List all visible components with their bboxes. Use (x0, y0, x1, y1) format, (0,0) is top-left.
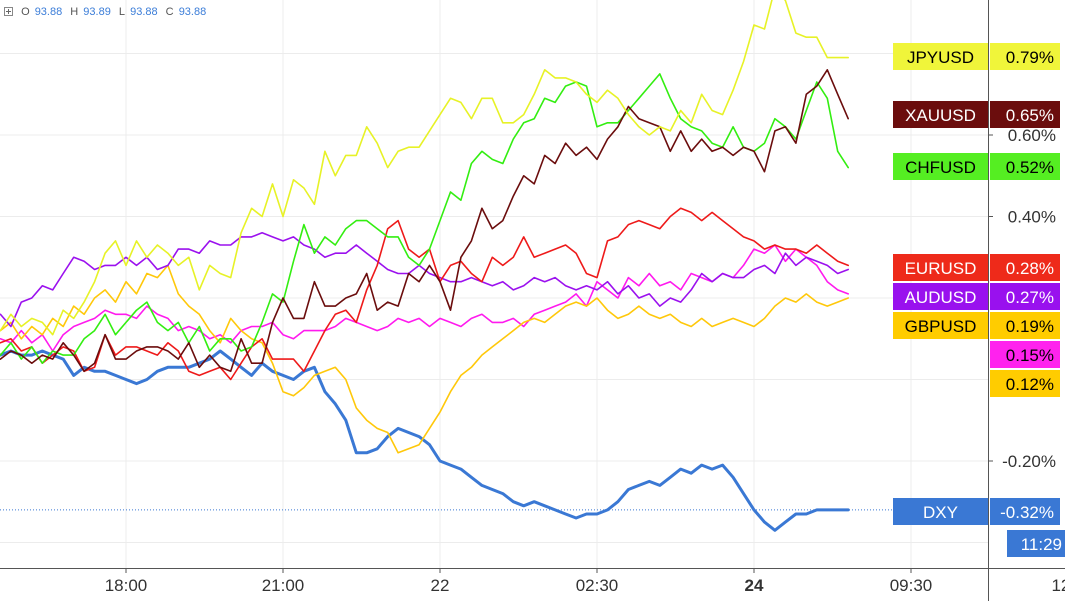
series-line-xauusd (0, 69, 850, 373)
ohlc-high-label: H (70, 6, 79, 18)
ohlc-close-label: C (165, 6, 174, 18)
ohlc-open-label: O (21, 6, 30, 18)
x-tick-label: 21:00 (262, 576, 305, 595)
series-name-label: EURUSD (905, 259, 977, 278)
series-value-badge (990, 341, 1060, 368)
series-value-label: 0.79% (1006, 48, 1054, 67)
series-name-badge (893, 43, 988, 70)
series-value-badge (990, 283, 1060, 310)
series-value-label: 0.15% (1006, 346, 1054, 365)
series-value-badge (990, 43, 1060, 70)
series-name-label: DXY (923, 503, 958, 522)
series-name-badge (893, 312, 988, 339)
series-value-badge (990, 498, 1060, 525)
series-value-label: -0.32% (1000, 503, 1054, 522)
series-value-label: 0.27% (1006, 288, 1054, 307)
series-name-badge (893, 498, 988, 525)
series-name-badge (893, 254, 988, 281)
x-tick-label: 24 (745, 576, 764, 595)
series-name-label: GBPUSD (905, 317, 977, 336)
expand-icon[interactable] (4, 7, 13, 16)
series-name-label: XAUUSD (905, 106, 976, 125)
x-tick-label: 09:30 (890, 576, 933, 595)
series-name-badge (893, 101, 988, 128)
series-line-dxy (0, 349, 850, 532)
series-value-badge (990, 254, 1060, 281)
series-line-jpyusd (0, 0, 850, 336)
series-value-label: 0.12% (1006, 375, 1054, 394)
y-tick-label: 0.60% (1008, 126, 1056, 145)
ohlc-low-label: L (118, 6, 126, 18)
series-value-badge (990, 153, 1060, 180)
x-tick-label: 18:00 (105, 576, 148, 595)
y-tick-label: -0.20% (1002, 452, 1056, 471)
series-line-gbpusd (0, 264, 850, 454)
series-line-series-6 (0, 244, 850, 352)
ohlc-open-value: 93.88 (34, 6, 63, 18)
y-tick-label: 0.40% (1008, 208, 1056, 227)
series-line-eurusd (0, 207, 850, 381)
series-name-badge (893, 153, 988, 180)
series-line-audusd (0, 232, 850, 328)
series-name-label: CHFUSD (905, 158, 976, 177)
series-value-label: 0.65% (1006, 106, 1054, 125)
series-value-label: 0.19% (1006, 317, 1054, 336)
series-value-label: 0.28% (1006, 259, 1054, 278)
series-value-badge (990, 101, 1060, 128)
x-tick-label: 12:0 (1051, 576, 1065, 595)
series-name-badge (893, 283, 988, 310)
ohlc-low-value: 93.88 (130, 6, 158, 18)
ohlc-close-value: 93.88 (178, 6, 207, 18)
x-tick-label: 22 (431, 576, 450, 595)
series-line-chfusd (0, 73, 850, 365)
crosshair-time-badge (1007, 530, 1065, 557)
series-value-badge (990, 370, 1060, 397)
x-tick-label: 02:30 (576, 576, 619, 595)
series-value-label: 0.52% (1006, 158, 1054, 177)
series-name-label: AUDUSD (905, 288, 977, 307)
series-name-label: JPYUSD (907, 48, 974, 67)
ohlc-high-value: 93.89 (83, 6, 111, 18)
ohlc-legend: O 93.88 H 93.89 L 93.88 C 93.88 (4, 6, 211, 18)
series-value-badge (990, 312, 1060, 339)
crosshair-time-label: 11:29 (1021, 535, 1062, 554)
